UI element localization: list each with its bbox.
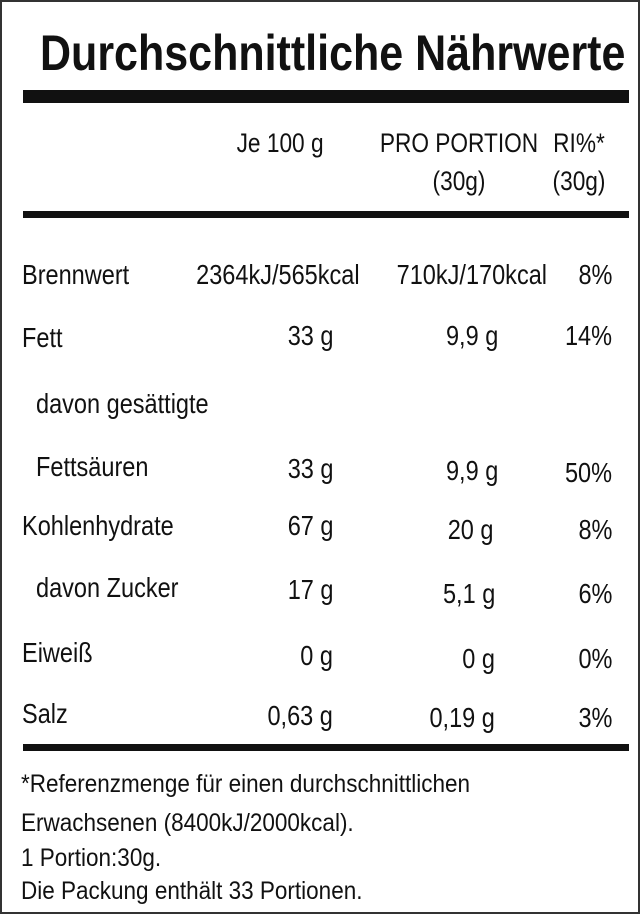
header-portion: PRO PORTION [379, 128, 539, 158]
nutrient-name: Eiweiß [22, 637, 93, 668]
label-title: Durchschnittliche Nährwerte [40, 25, 626, 81]
value-portion: 710kJ/170kcal [396, 259, 547, 290]
nutrient-name: Salz [22, 698, 68, 729]
value-per-100g: 0,63 g [267, 700, 333, 731]
value-per-100g: 33 g [287, 320, 333, 351]
nutrient-name: Brennwert [22, 259, 130, 290]
header-ri-size: (30g) [552, 166, 606, 196]
value-ri: 8% [578, 514, 612, 545]
value-ri: 0% [578, 643, 612, 674]
value-per-100g: 33 g [287, 453, 333, 484]
value-per-100g: 17 g [287, 574, 333, 605]
value-ri: 3% [578, 702, 612, 733]
value-portion: 9,9 g [445, 455, 498, 486]
value-portion: 0 g [462, 643, 495, 674]
divider-thick [23, 90, 629, 103]
footnote-line: Die Packung enthält 33 Portionen. [21, 877, 363, 905]
divider-footer [23, 744, 629, 751]
value-ri: 14% [564, 320, 612, 351]
value-ri: 6% [578, 578, 612, 609]
value-portion: 9,9 g [445, 320, 498, 351]
nutrient-name: davon Zucker [36, 572, 179, 603]
nutrient-name: Kohlenhydrate [22, 510, 174, 541]
value-ri: 8% [578, 259, 612, 290]
header-per-100g: Je 100 g [236, 128, 324, 158]
nutrient-name: Fettsäuren [36, 451, 149, 482]
value-portion: 20 g [447, 514, 493, 545]
nutrient-name: Fett [22, 322, 63, 353]
footnote-line: *Referenzmenge für einen durchschnittlic… [21, 770, 471, 798]
footnote-line: 1 Portion:30g. [21, 844, 162, 872]
value-per-100g: 2364kJ/565kcal [196, 259, 360, 290]
value-ri: 50% [564, 457, 612, 488]
header-portion-size: (30g) [432, 166, 486, 196]
nutrient-name: davon gesättigte [36, 388, 209, 419]
value-portion: 5,1 g [442, 578, 495, 609]
divider-header [23, 211, 629, 218]
value-per-100g: 0 g [300, 640, 333, 671]
value-portion: 0,19 g [429, 702, 495, 733]
value-per-100g: 67 g [287, 510, 333, 541]
header-ri: RI%* [553, 128, 605, 158]
footnote-line: Erwachsenen (8400kJ/2000kcal). [21, 809, 354, 837]
